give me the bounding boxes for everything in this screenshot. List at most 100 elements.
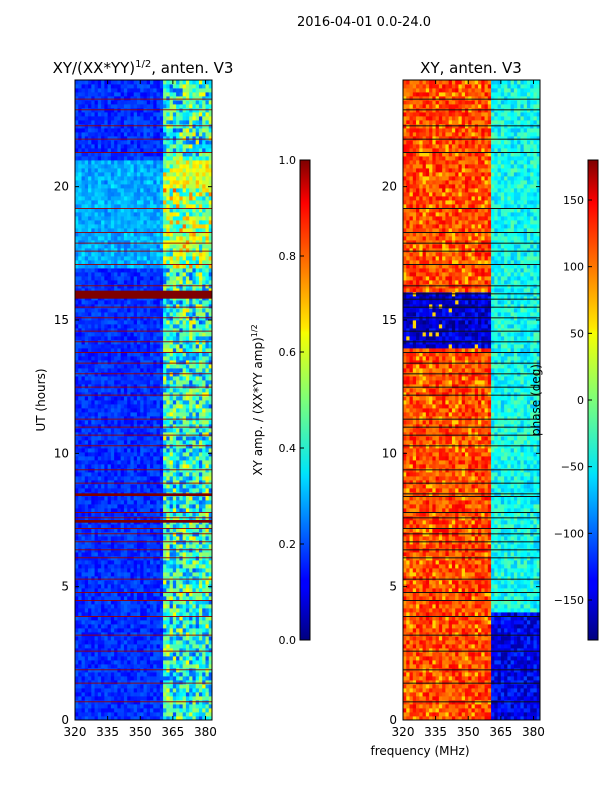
left-heat-cell <box>166 244 170 249</box>
left-heat-cell <box>169 428 174 433</box>
left-heat-cell <box>130 436 135 441</box>
left-heat-cell <box>202 308 206 313</box>
left-heat-cell <box>78 504 82 509</box>
left-heat-cell <box>130 672 135 677</box>
left-heat-cell <box>136 252 141 257</box>
left-heat-cell <box>192 596 197 601</box>
left-heat-cell <box>169 336 174 341</box>
left-heat-cell <box>107 628 112 633</box>
left-heat-cell <box>185 260 190 265</box>
left-heat-cell <box>101 704 105 709</box>
left-heat-cell <box>130 644 135 649</box>
left-heat-cell <box>176 488 180 493</box>
left-heat-cell <box>176 436 180 441</box>
left-heat-cell <box>166 568 170 573</box>
left-heat-cell <box>130 352 135 357</box>
left-heat-cell <box>140 448 144 453</box>
left-heat-cell <box>205 584 210 589</box>
left-heat-cell <box>192 528 197 533</box>
left-heat-cell <box>189 356 193 361</box>
left-heat-cell <box>101 332 105 337</box>
left-heat-cell <box>133 508 138 513</box>
left-heat-cell <box>179 348 184 353</box>
left-heat-cell <box>133 300 138 305</box>
left-heat-cell <box>88 676 92 681</box>
left-heat-cell <box>75 432 79 437</box>
left-heat-cell <box>110 488 115 493</box>
left-heat-cell <box>189 304 193 309</box>
left-heat-cell <box>114 608 118 613</box>
left-heat-cell <box>117 660 122 665</box>
left-heat-cell <box>104 300 109 305</box>
left-heat-cell <box>104 248 109 253</box>
left-heat-cell <box>198 604 203 609</box>
left-heat-cell <box>133 596 138 601</box>
left-heat-cell <box>146 488 151 493</box>
left-heat-cell <box>156 704 161 709</box>
left-heat-cell <box>146 524 151 529</box>
left-heat-cell <box>182 672 187 677</box>
left-heat-cell <box>140 244 144 249</box>
left-heat-cell <box>163 572 167 577</box>
left-heat-cell <box>114 324 118 329</box>
left-heat-cell <box>81 308 86 313</box>
left-heat-cell <box>140 684 144 689</box>
left-heat-cell <box>208 652 212 657</box>
left-heat-cell <box>91 312 95 317</box>
left-heat-cell <box>110 324 115 329</box>
left-heat-cell <box>107 708 112 713</box>
left-heat-cell <box>127 408 131 413</box>
left-heat-cell <box>133 632 138 637</box>
left-heat-cell <box>140 524 144 529</box>
left-heat-cell <box>88 660 92 665</box>
left-heat-cell <box>153 620 157 625</box>
left-heat-cell <box>107 452 112 457</box>
left-heat-cell <box>208 672 212 677</box>
left-heat-cell <box>195 352 200 357</box>
left-heat-cell <box>189 688 193 693</box>
left-heat-cell <box>140 612 144 617</box>
left-heat-cell <box>91 652 95 657</box>
left-heat-cell <box>146 248 151 253</box>
left-heat-cell <box>81 328 86 333</box>
left-heat-cell <box>208 432 212 437</box>
left-heat-cell <box>133 524 138 529</box>
left-heat-cell <box>120 628 125 633</box>
left-heat-cell <box>136 640 141 645</box>
left-heat-cell <box>195 312 200 317</box>
left-heat-cell <box>78 672 82 677</box>
left-heat-cell <box>166 476 170 481</box>
left-heat-cell <box>150 600 154 605</box>
left-heat-cell <box>120 380 125 385</box>
left-heat-cell <box>117 420 122 425</box>
left-heat-cell <box>140 312 144 317</box>
left-heat-cell <box>208 696 212 701</box>
left-heat-cell <box>150 604 154 609</box>
left-heat-cell <box>101 688 105 693</box>
left-heat-cell <box>202 400 206 405</box>
left-heat-cell <box>166 656 170 661</box>
left-heat-cell <box>179 552 184 557</box>
left-heat-cell <box>205 288 210 293</box>
left-heat-cell <box>91 660 95 665</box>
left-heat-cell <box>198 536 203 541</box>
left-heat-cell <box>185 428 190 433</box>
left-heat-cell <box>143 344 148 349</box>
left-heat-cell <box>146 560 151 565</box>
left-heat-cell <box>159 612 164 617</box>
left-heat-cell <box>150 712 154 717</box>
left-heat-cell <box>189 424 193 429</box>
left-heat-cell <box>159 608 164 613</box>
left-heat-cell <box>205 424 210 429</box>
left-heat-cell <box>117 688 122 693</box>
left-heat-cell <box>169 332 174 337</box>
left-heat-cell <box>185 280 190 285</box>
left-heat-cell <box>176 408 180 413</box>
left-heat-cell <box>117 716 122 720</box>
left-heat-cell <box>166 712 170 717</box>
left-heat-cell <box>195 344 200 349</box>
left-heat-cell <box>81 464 86 469</box>
left-heat-cell <box>166 536 170 541</box>
left-heat-cell <box>176 672 180 677</box>
left-heat-cell <box>84 688 89 693</box>
